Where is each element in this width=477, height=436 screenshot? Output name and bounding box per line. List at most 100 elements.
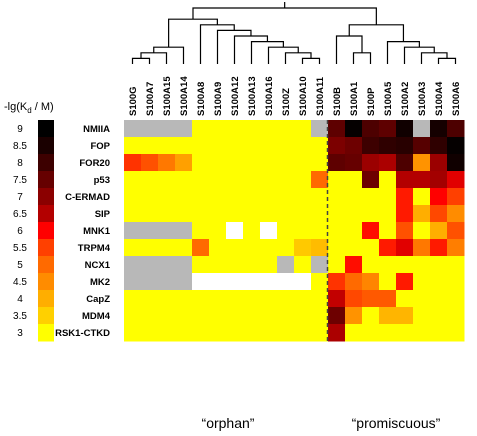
heatmap-cell	[243, 324, 261, 342]
heatmap-cell	[328, 154, 346, 172]
heatmap-cell	[379, 239, 397, 257]
color-scale-tick: 3	[17, 328, 23, 339]
column-label: S100A10	[298, 76, 309, 116]
heatmap-cell	[277, 222, 295, 240]
heatmap-cell	[226, 137, 244, 155]
row-label: RSK1-CTKD	[55, 328, 110, 339]
heatmap-cell	[396, 256, 414, 274]
heatmap-cell	[226, 324, 244, 342]
column-label: S100A5	[383, 81, 394, 116]
heatmap-cell	[362, 222, 380, 240]
dendrogram-branch	[131, 57, 151, 64]
heatmap-cell	[362, 307, 380, 325]
heatmap-cell	[141, 205, 159, 223]
heatmap-cell	[345, 205, 363, 223]
heatmap-cell	[243, 137, 261, 155]
heatmap-cell	[260, 256, 278, 274]
heatmap-cell	[396, 273, 414, 291]
heatmap-cell	[158, 120, 176, 138]
heatmap-cell	[124, 307, 142, 325]
heatmap-cell	[277, 205, 295, 223]
heatmap-cell	[311, 290, 329, 308]
heatmap-cell	[447, 137, 465, 155]
heatmap-cell	[362, 188, 380, 206]
heatmap-cell	[362, 290, 380, 308]
column-label: S100P	[366, 87, 377, 116]
heatmap-cell	[260, 324, 278, 342]
heatmap-cell	[226, 256, 244, 274]
dendrogram-branch	[250, 40, 284, 64]
heatmap-cell	[209, 120, 227, 138]
heatmap-cell	[345, 307, 363, 325]
heatmap-cell	[294, 273, 312, 291]
heatmap-cell	[124, 120, 142, 138]
heatmap-cell	[447, 120, 465, 138]
color-scale-swatch	[38, 307, 54, 325]
heatmap-cell	[277, 324, 295, 342]
heatmap-cell	[124, 324, 142, 342]
color-scale-swatch	[38, 154, 54, 172]
heatmap-cell	[345, 273, 363, 291]
group-label-promiscuous: “promiscuous”	[352, 415, 441, 431]
heatmap-cell	[345, 324, 363, 342]
heatmap-cell	[328, 324, 346, 342]
heatmap-cell	[447, 188, 465, 206]
heatmap-cell	[192, 188, 210, 206]
heatmap-cell	[175, 307, 193, 325]
heatmap-cell	[328, 120, 346, 138]
row-label: FOR20	[79, 158, 110, 169]
color-scale-swatch	[38, 324, 54, 342]
heatmap-cell	[175, 154, 193, 172]
heatmap-cell	[141, 120, 159, 138]
heatmap-cell	[209, 154, 227, 172]
heatmap-cell	[124, 256, 142, 274]
heatmap-cell	[379, 154, 397, 172]
heatmap-cell	[311, 273, 329, 291]
column-label: S100A9	[213, 82, 224, 116]
color-scale-swatch	[38, 188, 54, 206]
heatmap-cell	[396, 290, 414, 308]
heatmap-cell	[328, 256, 346, 274]
heatmap-cell	[277, 171, 295, 189]
row-label: CapZ	[86, 294, 110, 305]
heatmap-cell	[277, 188, 295, 206]
heatmap-cell	[311, 256, 329, 274]
heatmap-cell	[141, 324, 159, 342]
heatmap-cell	[328, 290, 346, 308]
heatmap-cell	[328, 307, 346, 325]
heatmap-cell	[243, 205, 261, 223]
heatmap-cell	[209, 324, 227, 342]
heatmap-cell	[124, 273, 142, 291]
row-label: p53	[94, 175, 110, 186]
heatmap-cell	[192, 222, 210, 240]
heatmap-cell	[345, 222, 363, 240]
heatmap-cell	[379, 256, 397, 274]
color-scale-tick: 3.5	[13, 311, 27, 322]
color-scale-swatch	[38, 256, 54, 274]
heatmap-cell	[447, 205, 465, 223]
dendrogram-branch	[386, 40, 420, 64]
color-scale-swatch	[38, 290, 54, 308]
heatmap-cell	[141, 188, 159, 206]
column-label: S100A4	[434, 81, 445, 116]
heatmap-cell	[294, 222, 312, 240]
heatmap-cell	[243, 256, 261, 274]
heatmap-cell	[226, 120, 244, 138]
heatmap-cell	[413, 273, 431, 291]
color-scale-tick: 4	[17, 294, 23, 305]
color-scale-swatch	[38, 273, 54, 291]
heatmap-cell	[124, 171, 142, 189]
heatmap-cell	[175, 256, 193, 274]
heatmap-cell	[243, 222, 261, 240]
heatmap-cell	[158, 171, 176, 189]
heatmap-cell	[294, 239, 312, 257]
heatmap-cell	[226, 205, 244, 223]
heatmap-cell	[175, 137, 193, 155]
heatmap-cell	[379, 137, 397, 155]
heatmap-cell	[430, 273, 448, 291]
heatmap-cell	[175, 290, 193, 308]
heatmap-cell	[158, 137, 176, 155]
dendrogram-branch	[335, 35, 363, 64]
column-labels: S100G S100A7 S100A15 S100A14 S100A8 S100A9 S10…	[128, 76, 462, 116]
